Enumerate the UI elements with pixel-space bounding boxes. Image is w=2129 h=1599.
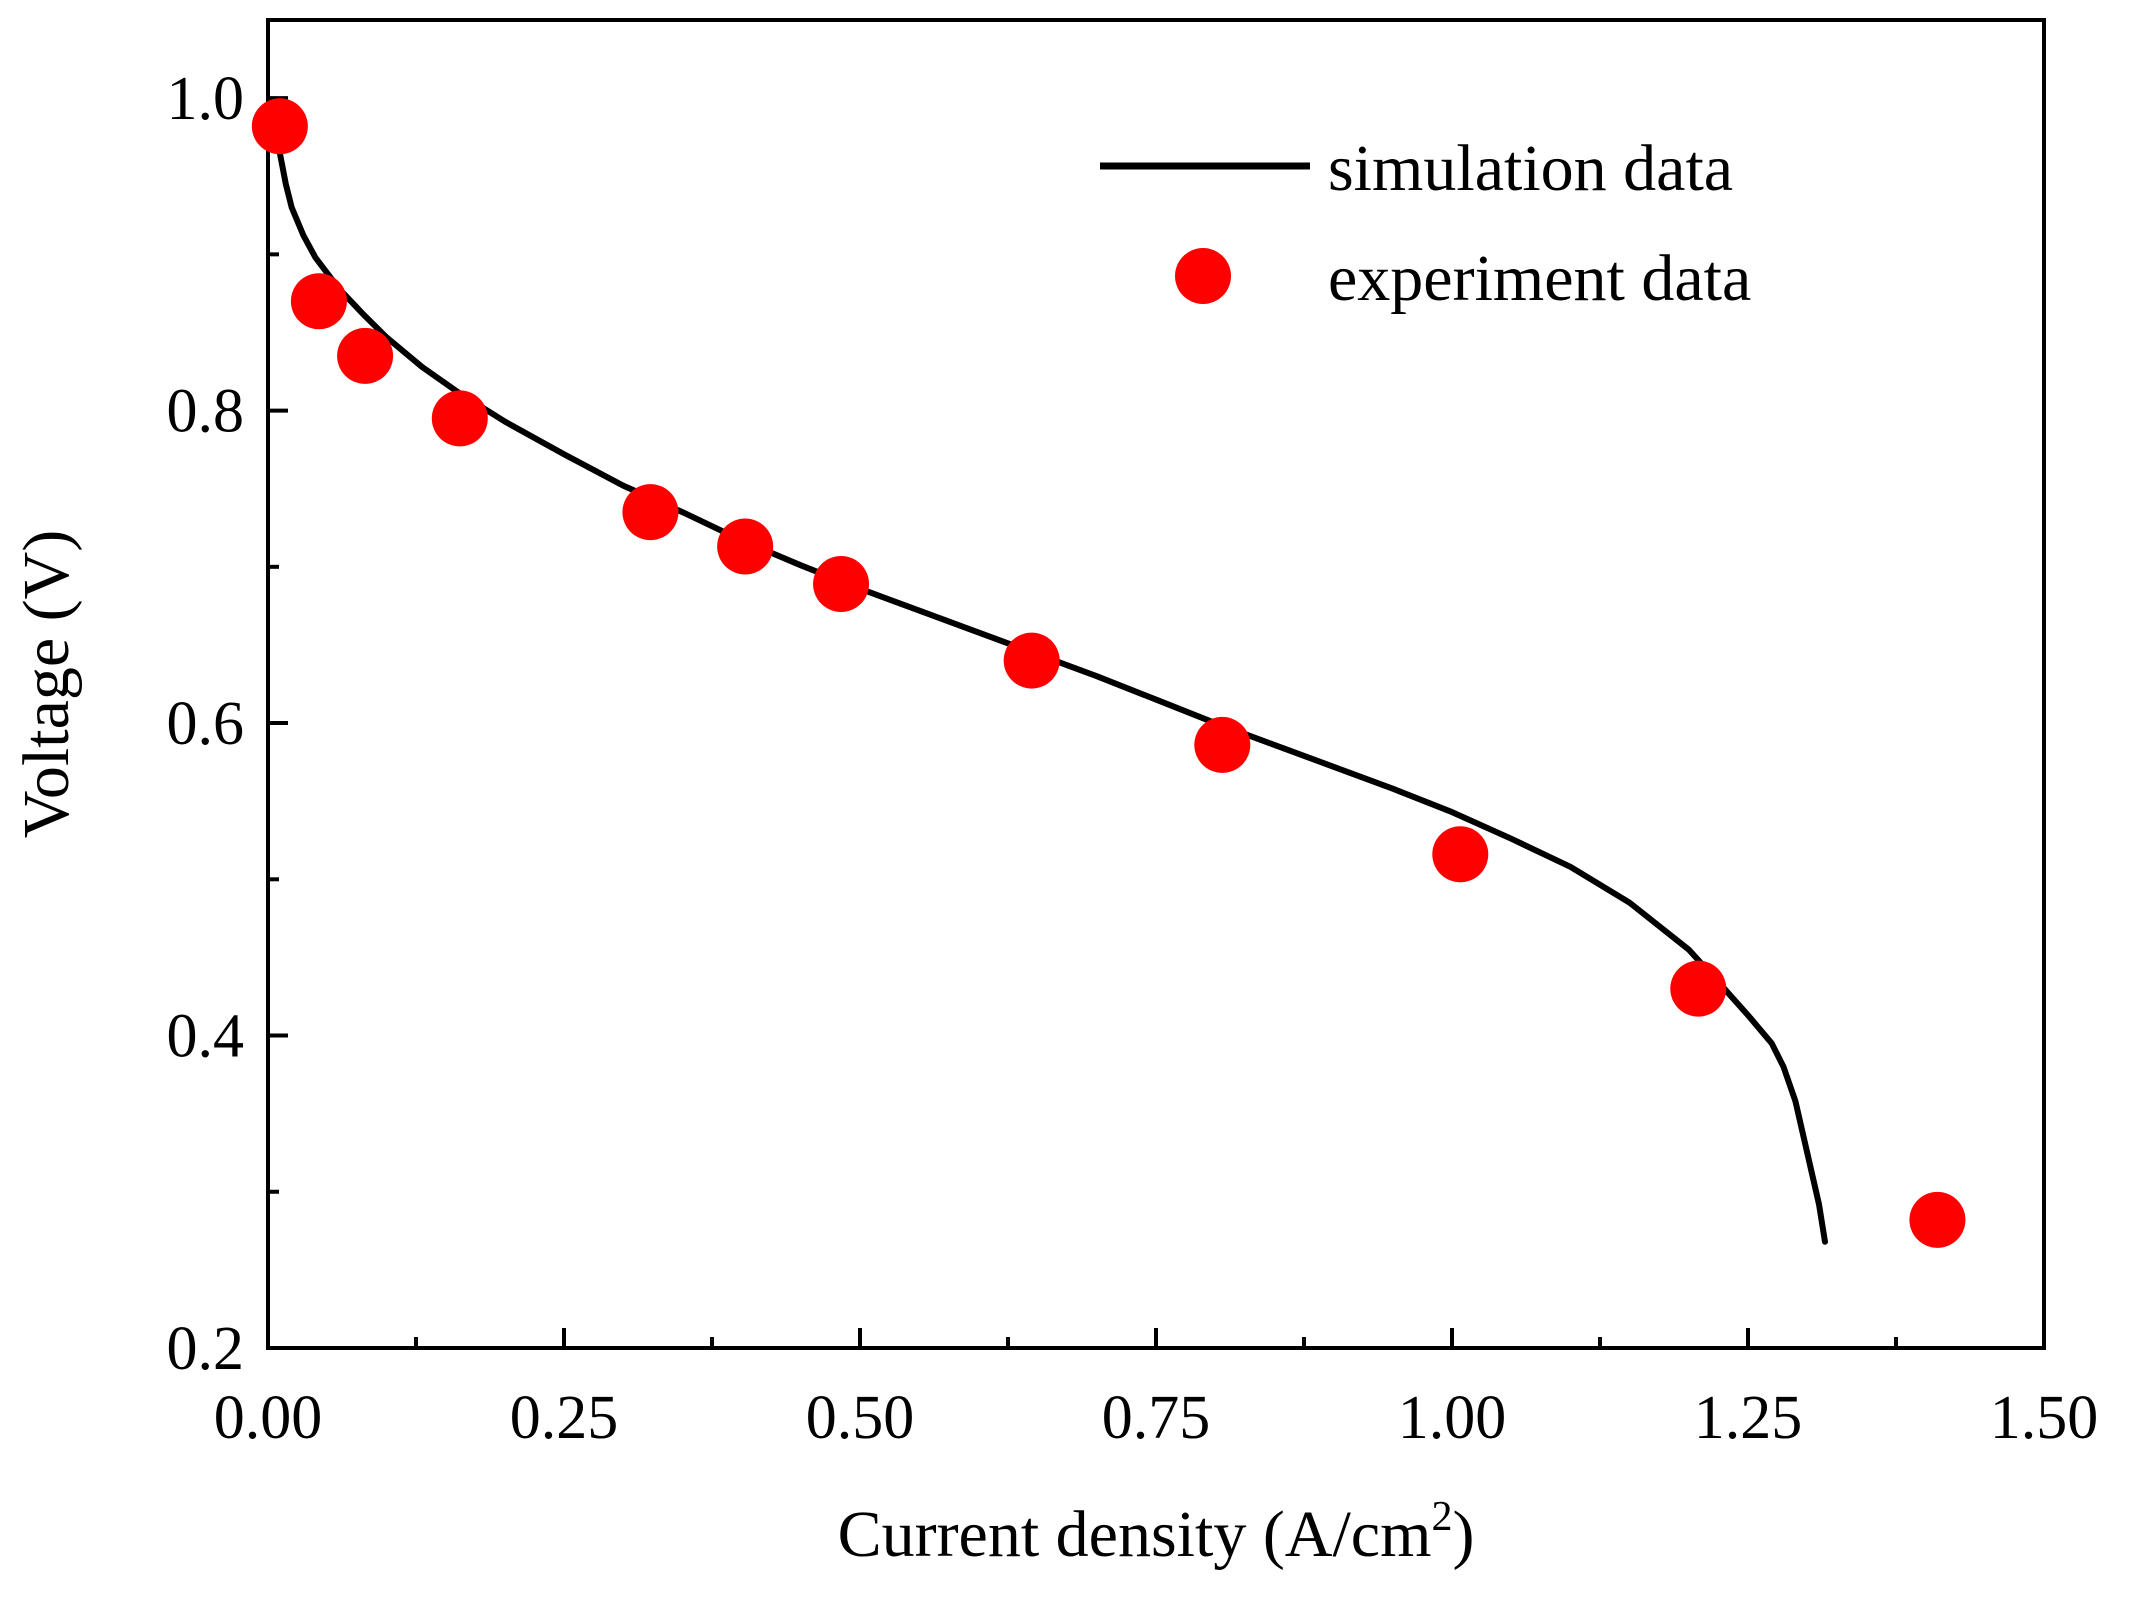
experiment-point	[1432, 826, 1489, 883]
plot-frame	[266, 18, 2046, 1350]
experiment-point	[813, 556, 870, 613]
experiment-point	[290, 273, 347, 330]
experiment-point	[1003, 632, 1060, 689]
y-axis-title: Voltage (V)	[10, 530, 83, 839]
simulation-line	[270, 118, 1828, 1245]
experiment-point	[1194, 716, 1251, 773]
y-tick-label: 1.0	[167, 65, 245, 133]
x-tick-label: 0.25	[510, 1384, 619, 1452]
experiment-point	[717, 518, 774, 575]
experiment-point	[1670, 960, 1727, 1017]
legend-label-simulation: simulation data	[1328, 132, 1733, 205]
y-axis-tick-labels: 0.2 0.4 0.6 0.8 1.0	[167, 65, 245, 1383]
y-tick-label: 0.6	[167, 690, 245, 758]
legend-marker-swatch	[1175, 248, 1231, 304]
y-tick-label: 0.8	[167, 378, 245, 446]
x-tick-label: 0.75	[1102, 1384, 1211, 1452]
x-axis-title: Current density (A/cm2)	[838, 1494, 1475, 1571]
series-layer	[251, 98, 1966, 1248]
legend: simulation data experiment data	[1100, 132, 1751, 315]
x-tick-label: 0.00	[214, 1384, 323, 1452]
x-tick-label: 0.50	[806, 1384, 915, 1452]
x-tick-label: 1.50	[1990, 1384, 2099, 1452]
experiment-point	[337, 327, 394, 384]
experiment-point	[1909, 1191, 1966, 1248]
y-tick-label: 0.4	[167, 1003, 245, 1071]
x-tick-label: 1.00	[1398, 1384, 1507, 1452]
experiment-point	[622, 484, 679, 541]
experiment-point	[251, 98, 308, 155]
legend-label-experiment: experiment data	[1328, 242, 1751, 315]
x-axis-tick-labels: 0.00 0.25 0.50 0.75 1.00 1.25 1.50	[214, 1384, 2099, 1452]
x-axis-ticks	[266, 1328, 2046, 1348]
y-axis-ticks	[268, 96, 288, 1350]
x-tick-label: 1.25	[1694, 1384, 1803, 1452]
y-tick-label: 0.2	[167, 1315, 245, 1383]
experiment-point	[431, 390, 488, 447]
